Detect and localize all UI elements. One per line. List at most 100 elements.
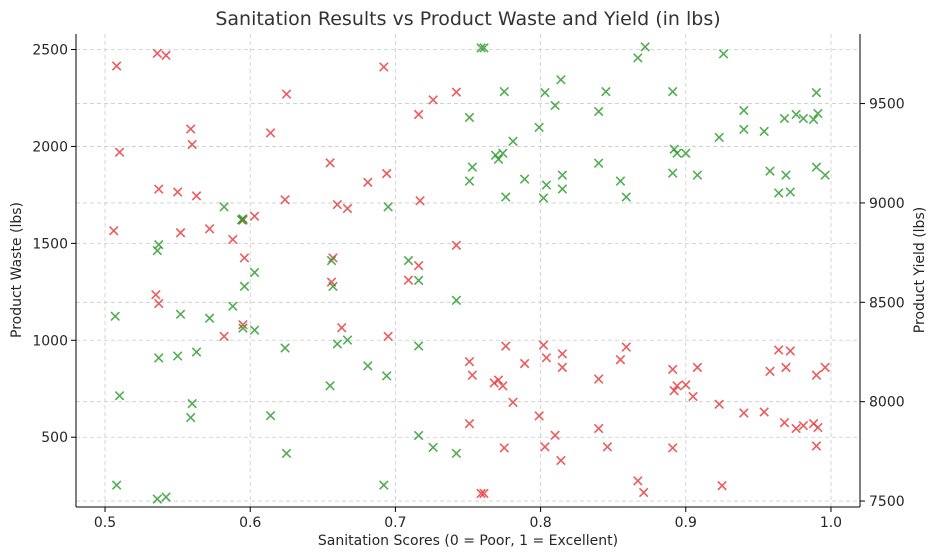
yield-point [739, 124, 749, 135]
waste-point [692, 362, 703, 373]
yield-point-stroke [204, 313, 215, 323]
yield-point [667, 168, 678, 178]
yield-point-stroke [601, 86, 611, 97]
waste-point [151, 289, 161, 300]
y-left-tick-label: 2500 [32, 43, 68, 59]
waste-point-stroke [681, 380, 691, 390]
yield-point-stroke [621, 192, 632, 202]
waste-point [765, 366, 775, 377]
yield-point-stroke [219, 202, 229, 212]
yield-point-stroke [172, 351, 183, 361]
waste-point [714, 399, 724, 410]
waste-point-stroke [281, 89, 292, 99]
waste-point [500, 341, 511, 351]
waste-point-stroke [540, 442, 550, 452]
yield-point-stroke [111, 480, 122, 490]
waste-point-stroke [415, 195, 425, 206]
waste-point-stroke [332, 199, 343, 210]
yield-point [739, 105, 749, 116]
yield-point [363, 361, 373, 371]
y-axis-right-label: Product Yield (lbs) [912, 207, 928, 333]
waste-point [108, 225, 119, 236]
y-left-tick-label: 500 [41, 430, 68, 446]
waste-point [519, 358, 530, 369]
waste-point [498, 381, 508, 391]
waste-point-stroke [185, 124, 196, 134]
waste-point [325, 158, 335, 168]
waste-point-stroke [534, 411, 544, 421]
waste-point-stroke [556, 455, 566, 466]
waste-point-stroke [381, 168, 392, 179]
yield-point [633, 53, 643, 63]
yield-point [820, 170, 830, 180]
yield-point [153, 353, 164, 363]
yield-point [451, 295, 462, 306]
yield-point-stroke [798, 113, 809, 124]
yield-point-stroke [413, 430, 424, 441]
yield-point [550, 100, 560, 111]
yield-point [328, 281, 338, 292]
yield-point [476, 43, 486, 53]
yield-point-stroke [811, 87, 822, 98]
yield-point-stroke [114, 390, 125, 401]
waste-point-stroke [765, 366, 775, 377]
yield-point-stroke [667, 86, 678, 97]
waste-point [667, 443, 678, 453]
yield-point [718, 49, 729, 59]
waste-point-stroke [593, 374, 604, 384]
yield-point-stroke [228, 301, 238, 312]
waste-point [249, 211, 260, 221]
waste-point-stroke [479, 488, 489, 499]
waste-point-stroke [791, 423, 801, 434]
waste-point-stroke [336, 322, 347, 333]
yield-point [249, 325, 260, 335]
yield-point-stroke [615, 176, 626, 186]
yield-point [557, 170, 568, 180]
y-right-tick-label: 7500 [869, 494, 905, 510]
yield-point [499, 86, 510, 97]
yield-point [281, 448, 292, 459]
waste-point [191, 191, 202, 201]
yield-point-stroke [672, 148, 682, 159]
yield-point [467, 162, 478, 172]
waste-point-stroke [739, 408, 749, 418]
waste-point [219, 331, 229, 342]
waste-point [161, 50, 171, 61]
yield-point [464, 176, 475, 186]
waste-point-stroke [228, 234, 238, 245]
waste-point [111, 61, 122, 71]
yield-point-stroke [519, 174, 530, 184]
waste-point-stroke [541, 352, 552, 363]
waste-point [187, 139, 197, 150]
yield-point-stroke [785, 187, 796, 197]
yield-point [110, 311, 120, 321]
yield-point-stroke [152, 494, 163, 504]
yield-point [249, 267, 260, 278]
waste-point [534, 411, 544, 421]
yield-point-stroke [765, 166, 775, 176]
yield-point-stroke [326, 255, 337, 266]
yield-point-stroke [249, 325, 260, 335]
yield-point [479, 43, 489, 53]
yield-point-stroke [779, 113, 790, 124]
waste-point-stroke [114, 147, 125, 158]
waste-point [403, 275, 414, 285]
waste-point-stroke [557, 349, 568, 359]
waste-point [615, 354, 626, 365]
waste-point [239, 253, 250, 263]
yield-point [540, 87, 550, 98]
waste-point-stroke [500, 341, 511, 351]
waste-point-stroke [153, 298, 164, 309]
yield-point [781, 170, 791, 180]
waste-point [204, 224, 215, 234]
yield-point-stroke [556, 74, 566, 85]
waste-point-stroke [238, 320, 248, 330]
yield-point [413, 430, 424, 441]
waste-point [383, 331, 393, 342]
waste-point [280, 194, 290, 205]
yield-point [239, 281, 250, 292]
waste-point-stroke [403, 275, 414, 285]
yield-point-stroke [403, 255, 414, 266]
waste-point [281, 89, 292, 99]
waste-point-stroke [669, 385, 679, 396]
